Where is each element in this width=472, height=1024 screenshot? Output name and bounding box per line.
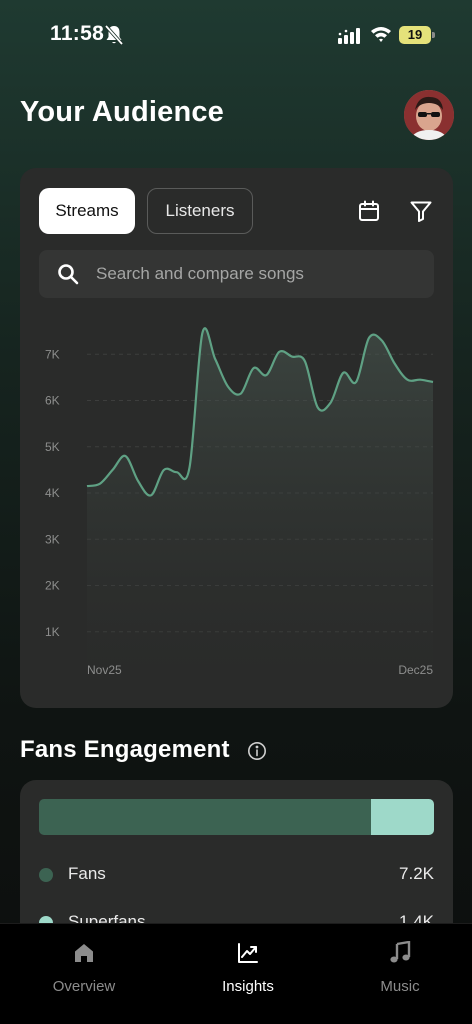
tab-label: Insights [222,978,274,995]
legend-row-fans: Fans 7.2K [39,862,434,886]
y-tick-label: 7K [45,347,60,361]
tab-overview[interactable]: Overview [24,924,144,1004]
bottom-tab-bar: Overview Insights Music [0,923,472,1024]
filter-icon[interactable] [409,199,433,223]
trend-chart-icon [238,943,258,963]
search-box[interactable] [39,250,434,298]
tab-listeners[interactable]: Listeners [147,188,253,234]
wifi-icon [371,27,391,42]
y-tick-label: 2K [45,579,60,593]
status-time: 11:58 [50,22,105,45]
tab-insights[interactable]: Insights [188,924,308,1004]
y-tick-label: 6K [45,394,60,408]
tab-streams[interactable]: Streams [39,188,135,234]
streams-chart-card: Streams Listeners 1K 2K 3K 4K 5K 6K 7K Nov25 De… [20,168,453,708]
page-title: Your Audience [20,96,225,128]
y-tick-label: 5K [45,440,60,454]
legend-dot-fans [39,868,53,882]
y-tick-label: 4K [45,486,60,500]
fans-ratio-bar [39,799,434,835]
bell-muted-icon [104,24,124,46]
chart-area-fill [87,328,433,678]
x-tick-label: Nov25 [87,663,122,677]
home-icon [75,944,93,962]
tab-music[interactable]: Music [340,924,460,1004]
tab-label: Overview [52,978,116,995]
y-tick-label: 3K [45,532,60,546]
streams-area-chart: 1K 2K 3K 4K 5K 6K 7K Nov25 Dec25 [45,327,434,678]
cellular-signal-icon [338,28,360,44]
x-tick-label: Dec25 [398,663,433,677]
fans-engagement-title: Fans Engagement [20,736,230,763]
avatar[interactable] [404,90,454,140]
battery-indicator: 19 [399,26,435,44]
fans-engagement-card: Fans 7.2K Superfans 1.4K [20,780,453,940]
y-tick-label: 1K [45,625,60,639]
legend-value: 7.2K [399,864,434,883]
superfans-bar-segment [370,799,434,835]
fans-bar-segment [39,799,371,835]
status-bar: 11:58 19 [0,0,472,70]
legend-label: Fans [68,864,106,883]
music-note-icon [390,941,411,963]
tab-label: Music [380,978,420,995]
battery-level: 19 [399,26,431,44]
calendar-icon[interactable] [357,199,381,223]
chart-series-line [86,327,434,497]
search-icon [58,264,79,285]
search-input[interactable] [96,250,416,298]
info-icon[interactable] [247,741,267,761]
avatar-image [404,90,454,140]
